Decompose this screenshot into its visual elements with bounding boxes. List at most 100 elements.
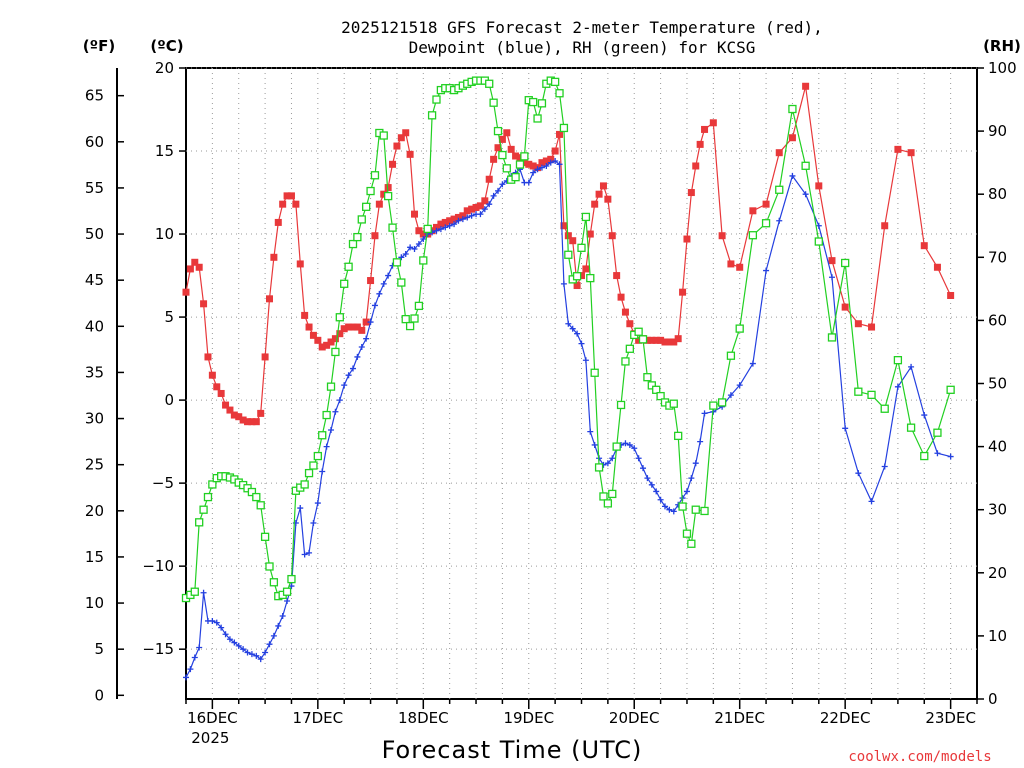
dewpoint-point [328, 426, 335, 433]
dewpoint-point [284, 598, 291, 605]
temperature-point [411, 210, 419, 218]
fahrenheit-tick-label: 20 [85, 502, 104, 520]
temperature-point [432, 223, 440, 231]
temperature-point [604, 195, 612, 203]
temperature-point [512, 152, 520, 160]
temperature-point [648, 336, 656, 344]
temperature-point [692, 162, 700, 170]
dewpoint-point [626, 441, 633, 448]
temperature-point [608, 232, 616, 240]
rh-tick-label: 50 [988, 375, 1007, 393]
temperature-point [657, 336, 665, 344]
celsius-tick-label: 15 [155, 142, 174, 160]
rh-unit-label: (RH) [983, 37, 1021, 55]
temperature-point [643, 336, 651, 344]
rh-point [419, 256, 428, 265]
temperature-point [665, 338, 673, 346]
fahrenheit-tick-label: 50 [85, 225, 104, 243]
dewpoint-point [604, 460, 611, 467]
dewpoint-point [349, 365, 356, 372]
rh-point [388, 223, 397, 232]
rh-point [427, 111, 437, 120]
dewpoint-point [187, 666, 194, 673]
temperature-point [687, 189, 695, 197]
dewpoint-point [477, 211, 484, 218]
temperature-point [301, 311, 309, 319]
rh-point [674, 431, 683, 441]
temperature-point [459, 212, 467, 220]
x-axis-title: Forecast Time (UTC) [382, 736, 643, 764]
temperature-point [283, 192, 291, 200]
rh-point [520, 152, 529, 161]
rh-point [265, 562, 274, 571]
temperature-point [248, 418, 256, 426]
dewpoint-point [574, 330, 581, 337]
celsius-tick-label: 10 [155, 225, 174, 243]
rh-point [933, 428, 942, 437]
rh-point [599, 492, 608, 501]
temperature-point [235, 413, 243, 421]
temperature-point [397, 134, 405, 142]
temperature-point [490, 155, 498, 163]
rh-point [348, 239, 358, 249]
dewpoint-point [538, 164, 545, 171]
dewpoint-point [591, 441, 598, 448]
x-tick-label: 23DEC [925, 709, 976, 727]
rh-point [357, 215, 366, 224]
rh-point [801, 161, 810, 170]
rh-point [432, 95, 441, 104]
dewpoint-point [727, 392, 734, 399]
rh-point [761, 219, 771, 228]
dewpoint-point [666, 506, 673, 513]
rh-point [564, 250, 573, 259]
dewpoint-point [341, 382, 348, 389]
fahrenheit-unit-label: (ºF) [83, 37, 115, 55]
temperature-point [683, 235, 691, 243]
dewpoint-point [314, 500, 321, 507]
rh-point [256, 501, 265, 510]
dewpoint-point [253, 652, 260, 659]
celsius-tick-label: 5 [164, 308, 174, 326]
dewpoint-point [736, 382, 743, 389]
dewpoint-point [398, 254, 405, 261]
dewpoint-point [433, 227, 440, 234]
temperature-point [907, 149, 915, 157]
rh-point [397, 278, 406, 287]
rh-point [405, 321, 415, 331]
dewpoint-point [196, 644, 203, 651]
temperature-point [186, 265, 194, 273]
dewpoint-point [530, 169, 537, 176]
dewpoint-point [275, 622, 282, 629]
temperature-point [701, 125, 709, 133]
dewpoint-point [881, 463, 888, 470]
dewpoint-point [947, 453, 954, 460]
rh-point [537, 99, 547, 108]
temperature-point [947, 291, 955, 299]
dewpoint-point [525, 179, 532, 186]
dewpoint-point [640, 465, 647, 472]
temperature-point [331, 335, 339, 343]
dewpoint-point [661, 503, 668, 510]
fahrenheit-tick-label: 5 [94, 640, 104, 658]
dewpoint-point [486, 201, 493, 208]
temperature-point [265, 295, 273, 303]
rh-point [748, 231, 758, 240]
temperature-point [542, 157, 550, 165]
temperature-point [749, 207, 757, 215]
dewpoint-point [490, 192, 497, 199]
temperature-point [547, 155, 555, 163]
dewpoint-point [697, 438, 704, 445]
rh-tick-label: 0 [988, 690, 998, 708]
rh-point [616, 400, 626, 410]
dewpoint-point [868, 498, 875, 505]
rh-point [550, 77, 560, 87]
rh-tick-label: 10 [988, 627, 1007, 645]
dewpoint-point [301, 551, 308, 558]
celsius-tick-label: 20 [155, 59, 174, 77]
dewpoint-point [262, 649, 269, 656]
temperature-point [503, 129, 511, 137]
dewpoint-point [556, 161, 563, 168]
temperature-point [261, 353, 269, 361]
rh-point [353, 232, 362, 242]
